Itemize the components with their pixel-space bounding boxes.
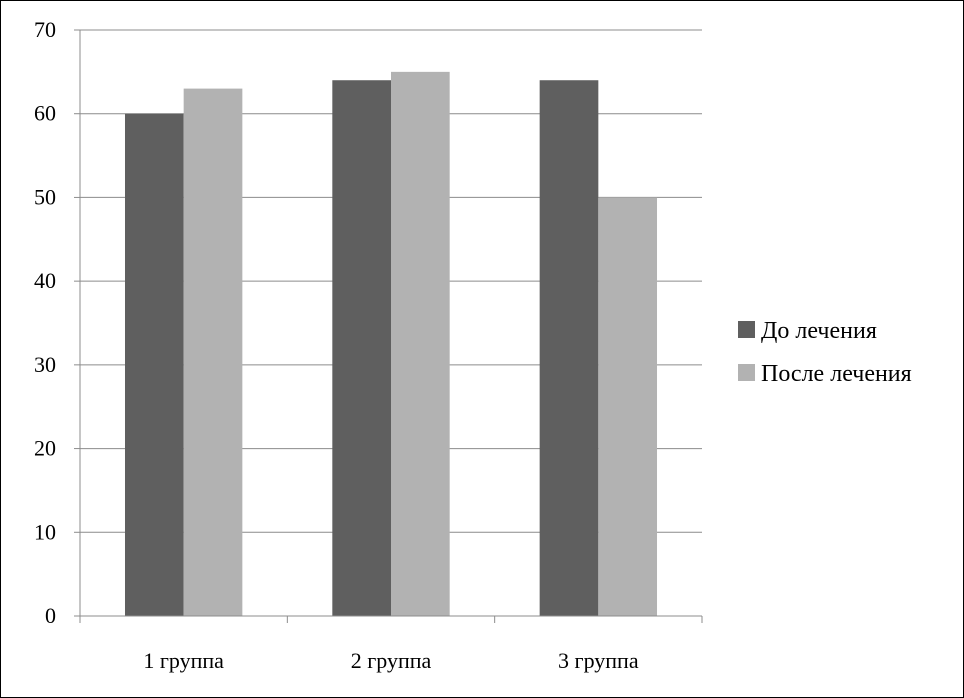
y-tick-label: 40 (34, 268, 56, 293)
x-tick-label: 1 группа (143, 648, 224, 673)
bar-after-3 (598, 197, 658, 616)
bar-before-2 (332, 80, 391, 616)
x-axis-ticks: 1 группа 2 группа 3 группа (79, 616, 703, 673)
y-tick-label: 50 (34, 184, 56, 209)
y-tick-label: 60 (34, 101, 56, 126)
x-tick-label: 3 группа (558, 648, 639, 673)
bars (124, 71, 658, 617)
legend-swatch-before (738, 321, 755, 338)
y-tick-label: 0 (45, 603, 56, 628)
y-tick-label: 30 (34, 352, 56, 377)
bar-after-1 (183, 88, 243, 617)
legend: До лечения После лечения (738, 318, 912, 387)
y-axis-ticks: 0 10 20 30 40 50 60 70 (34, 17, 80, 628)
x-tick-label: 2 группа (351, 648, 432, 673)
axes (79, 30, 702, 617)
bar-before-1 (124, 113, 184, 616)
bar-before-3 (539, 80, 599, 616)
y-tick-label: 70 (34, 17, 56, 42)
legend-swatch-after (738, 364, 755, 381)
legend-label-before: До лечения (761, 318, 877, 344)
y-tick-label: 20 (34, 436, 56, 461)
legend-label-after: После лечения (761, 361, 912, 387)
bar-after-2 (391, 71, 450, 617)
y-tick-label: 10 (34, 519, 56, 544)
